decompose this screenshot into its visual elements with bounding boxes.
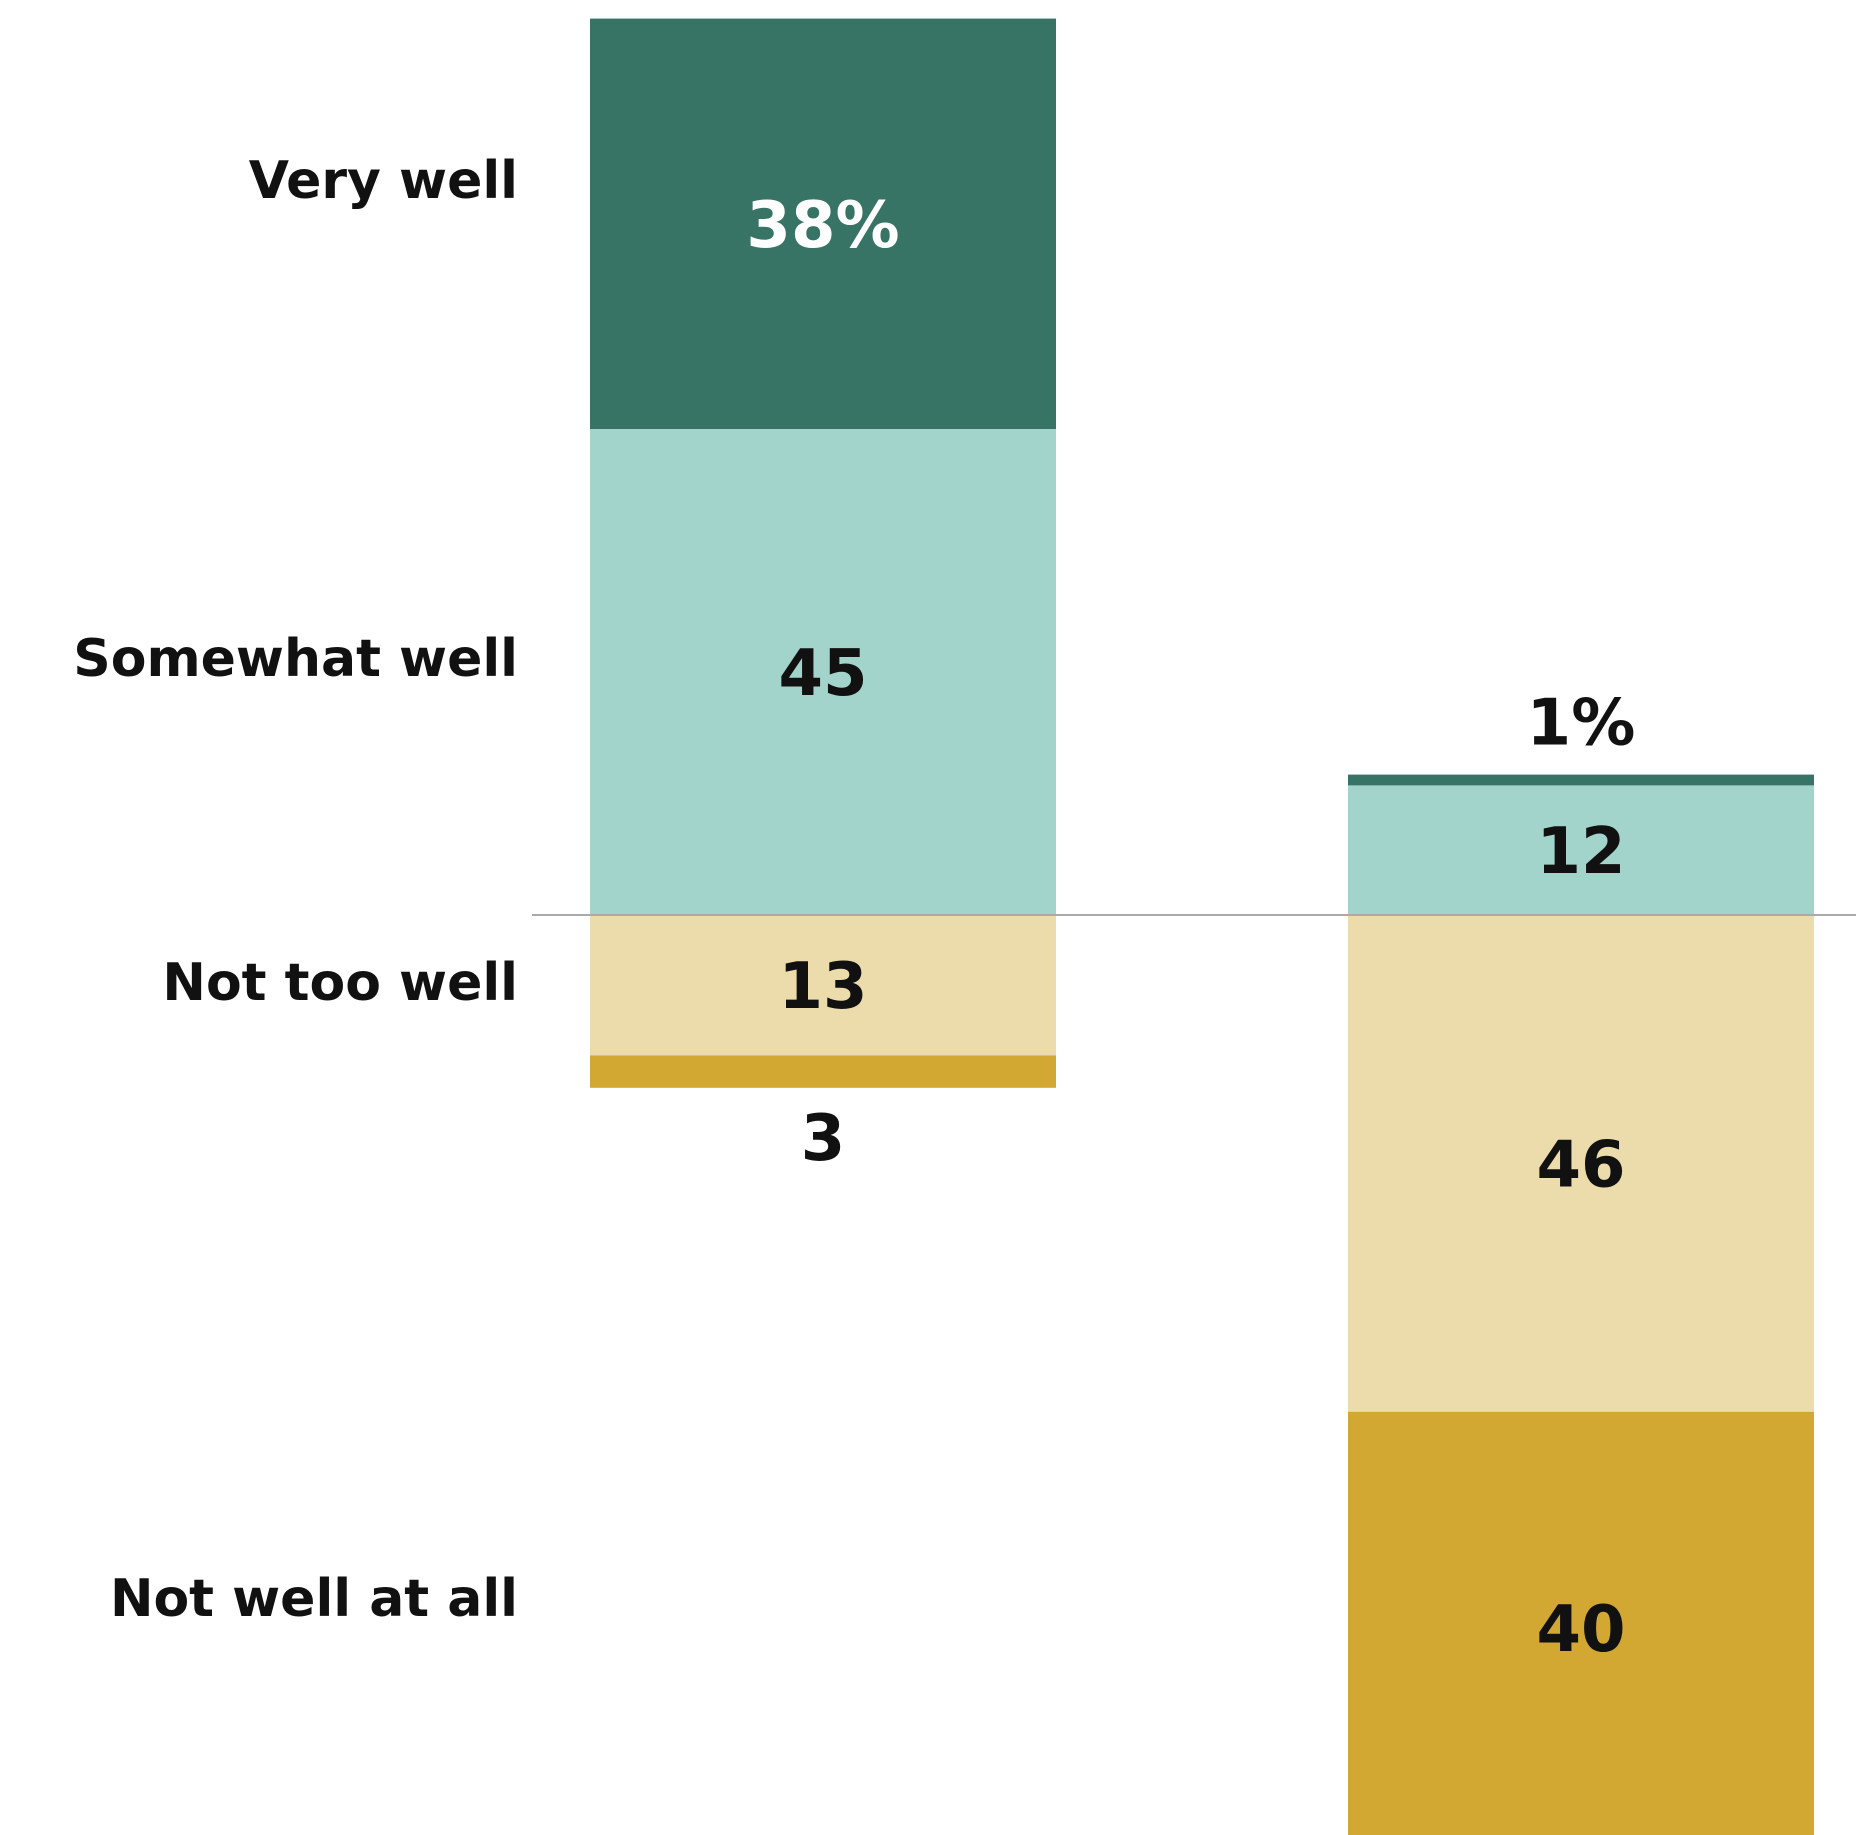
bar-1-very-well	[590, 18, 1056, 429]
row-labels: Very well Somewhat well Not too well Not…	[73, 151, 518, 1629]
row-label-very-well: Very well	[249, 151, 518, 211]
bar-1-not-well-at-all	[590, 1055, 1056, 1088]
row-label-not-well-at-all: Not well at all	[110, 1569, 518, 1629]
bar-segments	[590, 18, 1814, 1835]
bar-2-not-well-at-all	[1348, 1411, 1814, 1835]
bar-2-very-well	[1348, 774, 1814, 786]
bar-1-somewhat-well-label: 45	[778, 637, 867, 711]
bar-1-very-well-label: 38%	[746, 189, 899, 263]
bar-2-not-well-at-all-label: 40	[1536, 1593, 1625, 1667]
bar-1-not-too-well-label: 13	[778, 950, 867, 1024]
row-label-somewhat-well: Somewhat well	[73, 629, 518, 689]
bar-2-very-well-label: 1%	[1527, 687, 1636, 761]
bar-2-not-too-well	[1348, 915, 1814, 1412]
segment-labels: 45 38% 13 3 12 1% 46 40	[746, 189, 1635, 1667]
bar-1-somewhat-well	[590, 429, 1056, 915]
bar-2-somewhat-well-label: 12	[1536, 815, 1625, 889]
row-label-not-too-well: Not too well	[162, 953, 518, 1013]
bar-1-not-well-at-all-label: 3	[801, 1102, 846, 1176]
bar-2-somewhat-well	[1348, 785, 1814, 915]
bar-2-not-too-well-label: 46	[1536, 1128, 1625, 1202]
bar-1-not-too-well	[590, 915, 1056, 1056]
